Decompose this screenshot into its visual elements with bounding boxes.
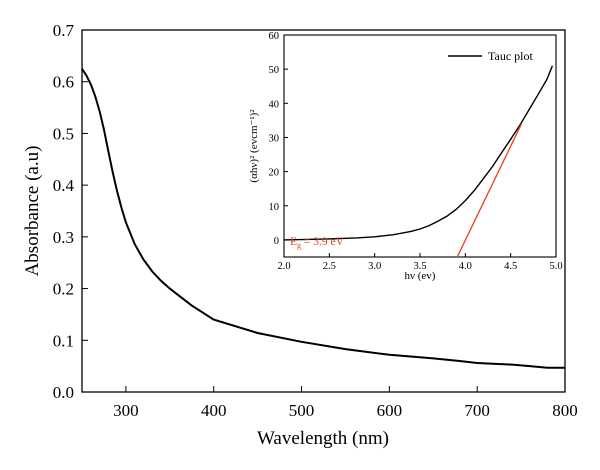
inset-y-tick-labels: 0 10 20 30 40 50 60: [269, 31, 280, 247]
inset-x-tick-labels: 2.0 2.5 3.0 3.5 4.0 4.5 5.0: [277, 261, 562, 272]
main-x-tick-labels: 300 400 500 600 700 800: [113, 401, 578, 420]
y-tick-label: 0.3: [53, 228, 74, 247]
y-tick-label: 20: [269, 168, 280, 179]
y-tick-label: 50: [269, 65, 280, 76]
main-y-axis-title: Absorbance (a.u): [22, 146, 43, 277]
x-tick-label: 600: [377, 401, 403, 420]
inset-x-axis-title: hν (ev): [405, 270, 436, 282]
main-x-axis-title: Wavelength (nm): [257, 428, 389, 449]
y-tick-label: 0.6: [53, 73, 74, 92]
main-axis-ticks: [82, 29, 566, 393]
main-y-tick-labels: 0.0 0.1 0.2 0.3 0.4 0.5 0.6 0.7: [53, 21, 75, 402]
band-gap-annotation: Eg = 3.9 eV: [290, 236, 345, 250]
absorbance-series-line: [81, 68, 565, 369]
inset-axis-ticks: [283, 34, 557, 257]
y-tick-label: 0.0: [53, 383, 74, 402]
y-tick-label: 0.7: [53, 21, 75, 40]
x-tick-label: 700: [464, 401, 490, 420]
y-tick-label: 0.4: [53, 176, 75, 195]
y-tick-label: 30: [269, 133, 280, 144]
inset-y-axis-title: (αhν)² (evcm⁻¹)²: [248, 109, 260, 183]
band-gap-fit-line: [456, 123, 523, 258]
x-tick-label: 5.0: [549, 261, 562, 272]
y-tick-label: 0: [274, 236, 279, 247]
y-tick-label: 40: [269, 99, 280, 110]
tauc-plot-line: [283, 65, 554, 241]
x-tick-label: 500: [289, 401, 315, 420]
x-tick-label: 400: [201, 401, 227, 420]
legend-label: Tauc plot: [488, 49, 533, 63]
x-tick-label: 800: [552, 401, 578, 420]
y-tick-label: 0.2: [53, 280, 74, 299]
y-tick-label: 60: [269, 31, 280, 42]
main-plot-frame: [81, 29, 566, 393]
x-tick-label: 3.0: [368, 261, 381, 272]
x-tick-label: 2.0: [277, 261, 290, 272]
x-tick-label: 4.0: [459, 261, 472, 272]
y-tick-label: 10: [269, 202, 280, 213]
inset-plot-frame: [283, 34, 557, 258]
y-tick-label: 0.5: [53, 124, 74, 143]
x-tick-label: 2.5: [323, 261, 336, 272]
x-tick-label: 300: [113, 401, 139, 420]
x-tick-label: 4.5: [504, 261, 517, 272]
x-tick-label: 3.5: [413, 261, 426, 272]
y-tick-label: 0.1: [53, 331, 74, 350]
